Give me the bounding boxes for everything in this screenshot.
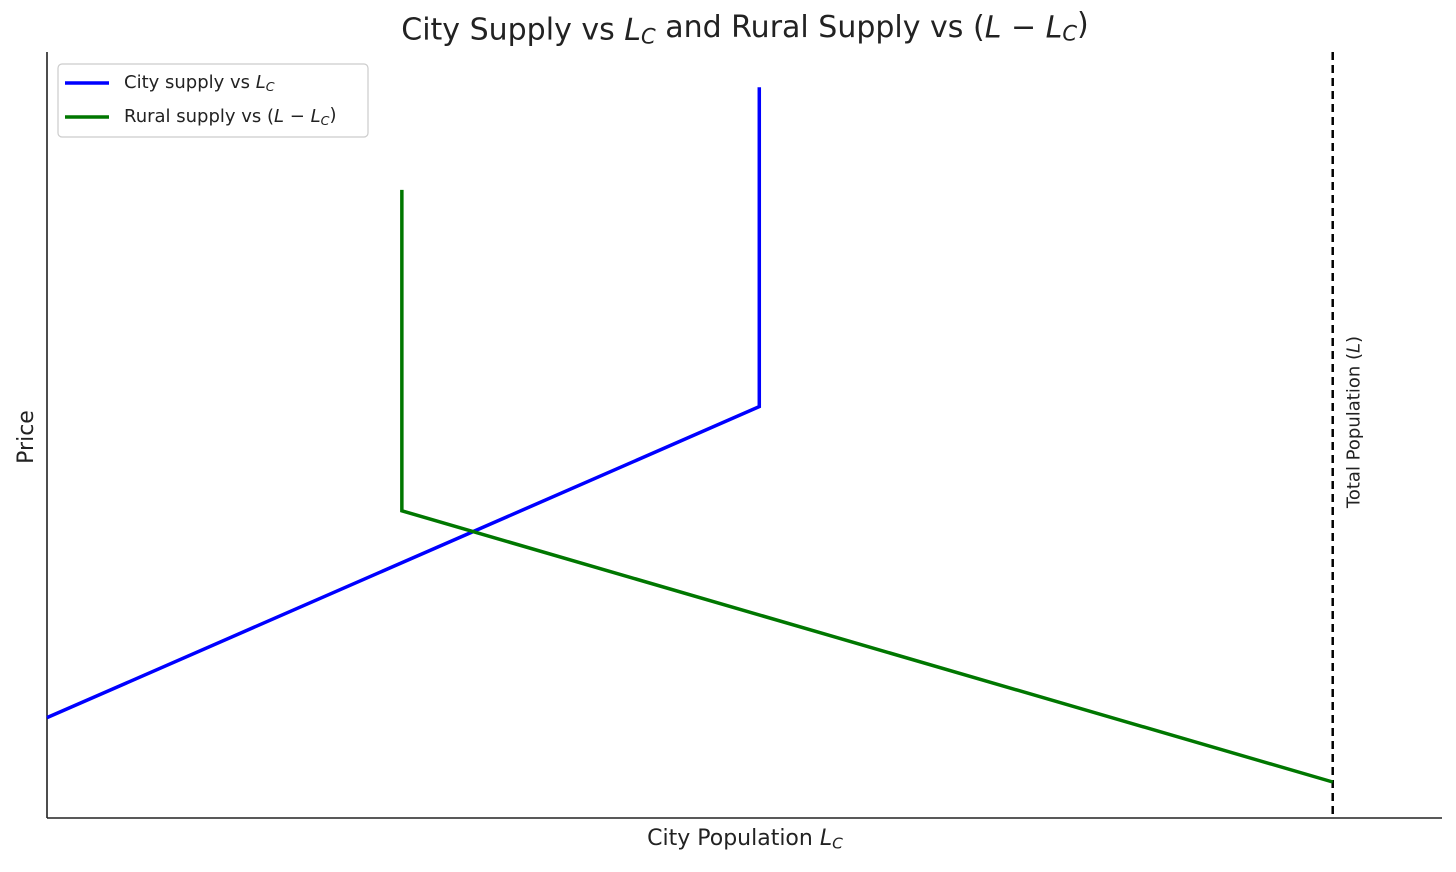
y-axis-label: Price <box>14 410 39 464</box>
reference-label: Total Population (L) <box>1344 336 1365 509</box>
chart-title: City Supply vs LC​ and Rural Supply vs (… <box>401 7 1088 48</box>
x-axis-label: City Population LC​ <box>647 826 843 852</box>
series-line <box>400 189 1334 784</box>
legend: City supply vs LC​ Rural supply vs (L − L… <box>57 63 369 138</box>
legend-box <box>57 63 369 138</box>
legend-label: Rural supply vs (L − LC​) <box>124 104 336 127</box>
legend-label: City supply vs LC​ <box>124 72 275 93</box>
series-line <box>46 87 762 720</box>
